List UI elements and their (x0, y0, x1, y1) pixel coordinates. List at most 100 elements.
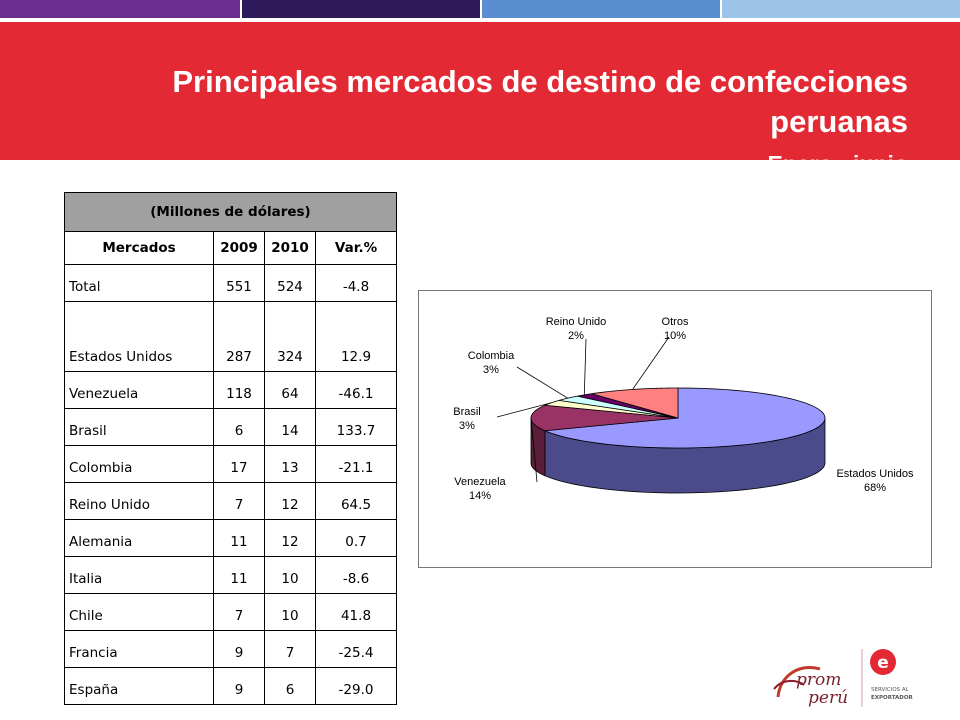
pie-chart: Estados Unidos 68% Venezuela 14% Brasil 3% Col… (453, 316, 914, 502)
promperu-logo: prom perú e SERVICIOS AL EXPORTADOR (773, 649, 914, 708)
value-cell: 10 (264, 593, 316, 631)
table-row: Venezuela 118 64 -46.1 (64, 371, 397, 409)
market-name-cell: Estados Unidos (64, 301, 214, 372)
value-cell: -29.0 (315, 667, 397, 705)
value-cell: 524 (264, 264, 316, 302)
svg-text:e: e (877, 653, 889, 673)
value-cell: 12 (264, 519, 316, 557)
value-cell: 133.7 (315, 408, 397, 446)
value-cell: 14 (264, 408, 316, 446)
pie-chart-frame: Estados Unidos 68% Venezuela 14% Brasil 3% Col… (418, 290, 932, 568)
header-2010: 2010 (264, 231, 316, 265)
value-cell: 11 (213, 519, 265, 557)
value-cell: 551 (213, 264, 265, 302)
value-cell: 64.5 (315, 482, 397, 520)
value-cell: -21.1 (315, 445, 397, 483)
value-cell: -8.6 (315, 556, 397, 594)
market-name-cell: Venezuela (64, 371, 214, 409)
title-banner: Principales mercados de destino de confe… (0, 22, 960, 177)
market-name-cell: Total (64, 264, 214, 302)
pie-percent-label: 14% (469, 490, 491, 502)
pie-slice (544, 387, 826, 449)
pie-leader-line (530, 417, 538, 483)
market-name-cell: España (64, 667, 214, 705)
header-mercados: Mercados (64, 231, 214, 265)
table-row: Francia 9 7 -25.4 (64, 630, 397, 668)
pie-percent-label: 68% (864, 482, 886, 494)
pie-percent-label: 3% (459, 420, 475, 432)
pie-leader-line (583, 338, 587, 395)
value-cell: -25.4 (315, 630, 397, 668)
logo-prom-text: prom (796, 670, 841, 690)
market-name-cell: Francia (64, 630, 214, 668)
value-cell: 17 (213, 445, 265, 483)
value-cell: 64 (264, 371, 316, 409)
pie-leader-line (496, 402, 552, 418)
value-cell: 13 (264, 445, 316, 483)
table-row: Reino Unido 7 12 64.5 (64, 482, 397, 520)
table-caption-row: (Millones de dólares) (64, 192, 397, 232)
pie-percent-label: 10% (664, 330, 686, 342)
table-row: Brasil 6 14 133.7 (64, 408, 397, 446)
pie-label: Estados Unidos (836, 468, 914, 480)
market-name-cell: Colombia (64, 445, 214, 483)
value-cell: 12.9 (315, 301, 397, 372)
pie-percent-label: 2% (568, 330, 584, 342)
value-cell: 7 (264, 630, 316, 668)
value-cell: 7 (213, 482, 265, 520)
value-cell: 9 (213, 630, 265, 668)
pie-leader-line (516, 366, 568, 399)
value-cell: 118 (213, 371, 265, 409)
value-cell: -46.1 (315, 371, 397, 409)
value-cell: 287 (213, 301, 265, 372)
header-2009: 2009 (213, 231, 265, 265)
pie-label: Colombia (468, 350, 515, 362)
pie-label: Venezuela (454, 476, 506, 488)
pie-label: Brasil (453, 406, 481, 418)
header-var: Var.% (315, 231, 397, 265)
value-cell: 10 (264, 556, 316, 594)
table-row: Colombia 17 13 -21.1 (64, 445, 397, 483)
market-name-cell: Chile (64, 593, 214, 631)
logo-servicios-text: SERVICIOS AL (871, 687, 910, 693)
value-cell: 11 (213, 556, 265, 594)
table-caption: (Millones de dólares) (64, 192, 397, 232)
top-bar-segment (482, 0, 720, 18)
footer-logos: prom perú e SERVICIOS AL EXPORTADOR (770, 645, 930, 709)
slide-title: Principales mercados de destino de confe… (172, 64, 908, 139)
exportador-e-icon (870, 649, 896, 675)
value-cell: 6 (213, 408, 265, 446)
value-cell: 41.8 (315, 593, 397, 631)
top-color-bar (0, 0, 960, 18)
pie-label: Otros (662, 316, 689, 328)
pie-percent-label: 3% (483, 364, 499, 376)
pie-leader-line (632, 336, 670, 390)
top-bar-segment (722, 0, 960, 18)
value-cell: 7 (213, 593, 265, 631)
table-header-row: Mercados 2009 2010 Var.% (64, 231, 397, 265)
value-cell: 324 (264, 301, 316, 372)
pie-slice (558, 395, 679, 419)
market-name-cell: Brasil (64, 408, 214, 446)
value-cell: 9 (213, 667, 265, 705)
value-cell: 6 (264, 667, 316, 705)
table-row: Italia 11 10 -8.6 (64, 556, 397, 594)
markets-table: (Millones de dólares) Mercados 2009 2010… (64, 192, 397, 705)
table-row: Total 551 524 -4.8 (64, 264, 397, 302)
market-name-cell: Reino Unido (64, 482, 214, 520)
pie-slice (577, 393, 679, 419)
value-cell: 0.7 (315, 519, 397, 557)
value-cell: 12 (264, 482, 316, 520)
table-row: España 9 6 -29.0 (64, 667, 397, 705)
top-bar-segment (242, 0, 480, 18)
top-bar-segment (0, 0, 240, 18)
logo-exportador-text: EXPORTADOR (871, 695, 914, 701)
market-name-cell: Alemania (64, 519, 214, 557)
slide-subtitle: Enero - junio (767, 151, 908, 177)
table-row: Estados Unidos 287 324 12.9 (64, 301, 397, 372)
market-name-cell: Italia (64, 556, 214, 594)
value-cell: -4.8 (315, 264, 397, 302)
table-row: Alemania 11 12 0.7 (64, 519, 397, 557)
pie-label: Reino Unido (546, 316, 607, 328)
table-row: Chile 7 10 41.8 (64, 593, 397, 631)
